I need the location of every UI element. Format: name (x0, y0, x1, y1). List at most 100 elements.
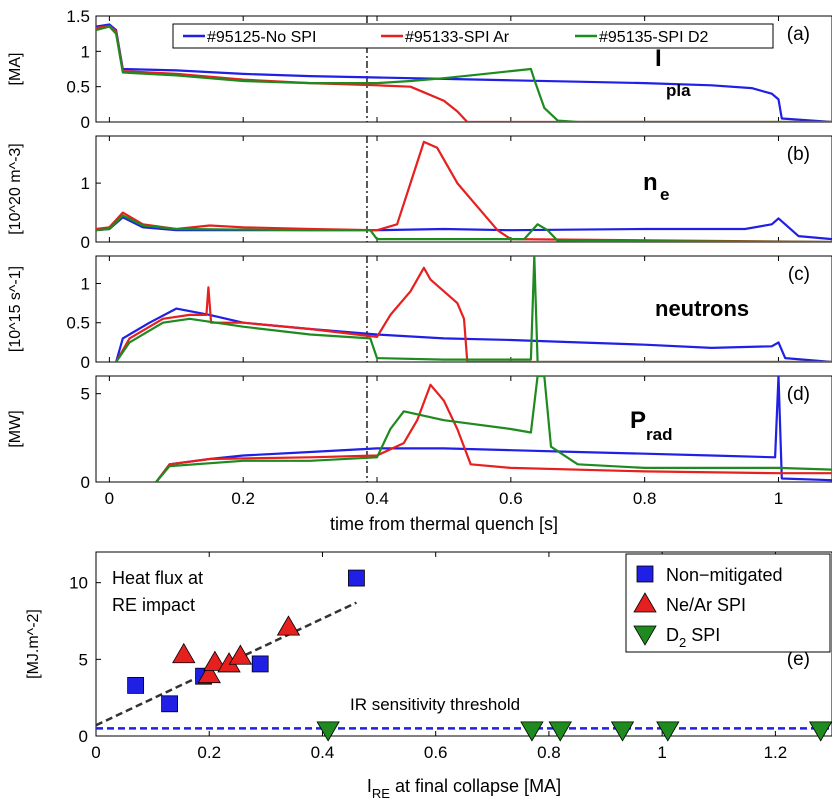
annotation-main: I (655, 45, 662, 72)
panel-e: 0 0.2 0.4 0.6 0.8 1 1.2 0 5 10 IR sensitivity thre… (25, 551, 832, 801)
x-axis-label-rest: at final collapse [MA] (390, 776, 561, 796)
legend-marker-0 (636, 565, 654, 583)
annotation-main: n (643, 169, 658, 196)
series-line-0 (96, 216, 832, 241)
series-line-2 (96, 214, 832, 242)
legend-marker-2 (633, 625, 657, 646)
legend-box (625, 553, 831, 653)
y-tick-label: 10 (69, 574, 88, 593)
y-tick-label: 1 (81, 42, 90, 61)
legend-label: #95125-No SPI (207, 29, 316, 46)
panel-label: (b) (787, 144, 810, 165)
y-axis-label: [MW] (7, 410, 24, 447)
legend-label: #95133-SPI Ar (405, 29, 510, 46)
panel-b: 0 1 (b) [10^20 m^-3] n e (7, 135, 832, 252)
scatter-point-0 (348, 569, 365, 587)
y-tick-label: 0 (79, 727, 88, 746)
x-tick-label: 0.2 (197, 743, 221, 762)
y-tick-label: 0 (81, 233, 90, 252)
x-axis-label: IRE at final collapse [MA] (367, 776, 561, 801)
panel-label: (a) (787, 24, 810, 45)
series-line-2 (96, 25, 832, 122)
plot-frame (95, 375, 832, 483)
plot-frame (95, 551, 832, 737)
y-axis-label: [MJ.m^-2] (25, 609, 42, 679)
x-tick-label: 1.2 (764, 743, 788, 762)
legend-label-main: D (666, 625, 679, 645)
threshold-label: IR sensitivity threshold (350, 695, 520, 714)
legend-label: Ne/Ar SPI (666, 595, 746, 615)
x-axis-label-sub: RE (372, 786, 390, 801)
annotation-main: neutrons (655, 296, 749, 321)
scatter-point-1 (276, 615, 301, 636)
legend-marker-1 (633, 592, 657, 613)
x-tick-label: 0.6 (424, 743, 448, 762)
series-line-1 (115, 266, 832, 362)
y-tick-label: 0.5 (66, 314, 90, 333)
scatter-point-1 (228, 644, 253, 665)
x-tick-label: 0 (91, 743, 100, 762)
plot-frame (95, 135, 832, 243)
x-tick-label: 1 (774, 489, 783, 508)
scatter-point-1 (172, 642, 196, 664)
y-tick-label: 5 (79, 650, 88, 669)
y-tick-label: 0 (81, 473, 90, 492)
scatter-point-2 (520, 721, 544, 742)
scatter-point-0 (161, 695, 179, 713)
legend-box (172, 23, 774, 49)
x-tick-label: 0.8 (633, 489, 657, 508)
x-tick-label: 0.8 (537, 743, 561, 762)
annotation-sub: pla (666, 81, 691, 100)
scatter-point-2 (316, 721, 340, 742)
plot-frame (95, 15, 832, 123)
panel-label: (d) (787, 384, 810, 405)
x-tick-label: 0.4 (365, 489, 389, 508)
annotation-line-1: Heat flux at (112, 568, 203, 588)
legend: #95125-No SPI #95133-SPI Ar #95135-SPI D2 (172, 23, 774, 49)
x-axis-label-main: I (367, 776, 372, 796)
annotation-main: P (630, 407, 646, 434)
y-axis-label: [MA] (7, 53, 24, 86)
panel-label: (c) (788, 264, 810, 285)
legend-label-rest: SPI (686, 625, 720, 645)
scatter-point-2 (656, 721, 680, 742)
series-line-2 (155, 376, 832, 482)
x-tick-label: 1 (657, 743, 666, 762)
scatter-point-0 (127, 677, 145, 694)
series-line-0 (115, 307, 832, 362)
x-tick-label: 0.2 (231, 489, 255, 508)
y-tick-label: 0 (81, 113, 90, 132)
legend-label-sub: 2 (679, 635, 686, 650)
series-line-1 (96, 140, 832, 242)
x-axis-label: time from thermal quench [s] (330, 514, 558, 534)
y-axis-label: [10^20 m^-3] (7, 143, 24, 235)
y-tick-label: 1 (81, 274, 90, 293)
panel-c: 0 0.5 1 (c) [10^15 s^-1] neutrons (7, 255, 832, 372)
plot-frame (95, 255, 832, 363)
scatter-point-2 (548, 721, 572, 742)
legend-label: Non−mitigated (666, 565, 783, 585)
scatter-point-2 (610, 721, 635, 742)
y-tick-label: 1.5 (66, 7, 90, 26)
series-line-2 (115, 256, 832, 362)
legend-label: D2 SPI (666, 625, 720, 650)
legend: Non−mitigated Ne/Ar SPI D2 SPI (625, 553, 831, 653)
y-tick-label: 0 (81, 353, 90, 372)
scatter-point-0 (251, 655, 269, 673)
scatter-point-1 (203, 650, 227, 671)
scatter-point-1 (197, 662, 221, 684)
x-tick-label: 0.4 (311, 743, 335, 762)
x-tick-label: 0 (105, 489, 114, 508)
scatter-point-2 (808, 721, 832, 742)
legend-label: #95135-SPI D2 (599, 29, 709, 46)
y-tick-label: 5 (81, 385, 90, 404)
annotation-sub: e (660, 185, 669, 204)
panel-label: (e) (787, 649, 810, 670)
x-tick-label: 0.6 (499, 489, 523, 508)
y-tick-label: 1 (81, 174, 90, 193)
y-axis-label: [10^15 s^-1] (7, 266, 24, 352)
annotation-line-2: RE impact (112, 595, 195, 615)
